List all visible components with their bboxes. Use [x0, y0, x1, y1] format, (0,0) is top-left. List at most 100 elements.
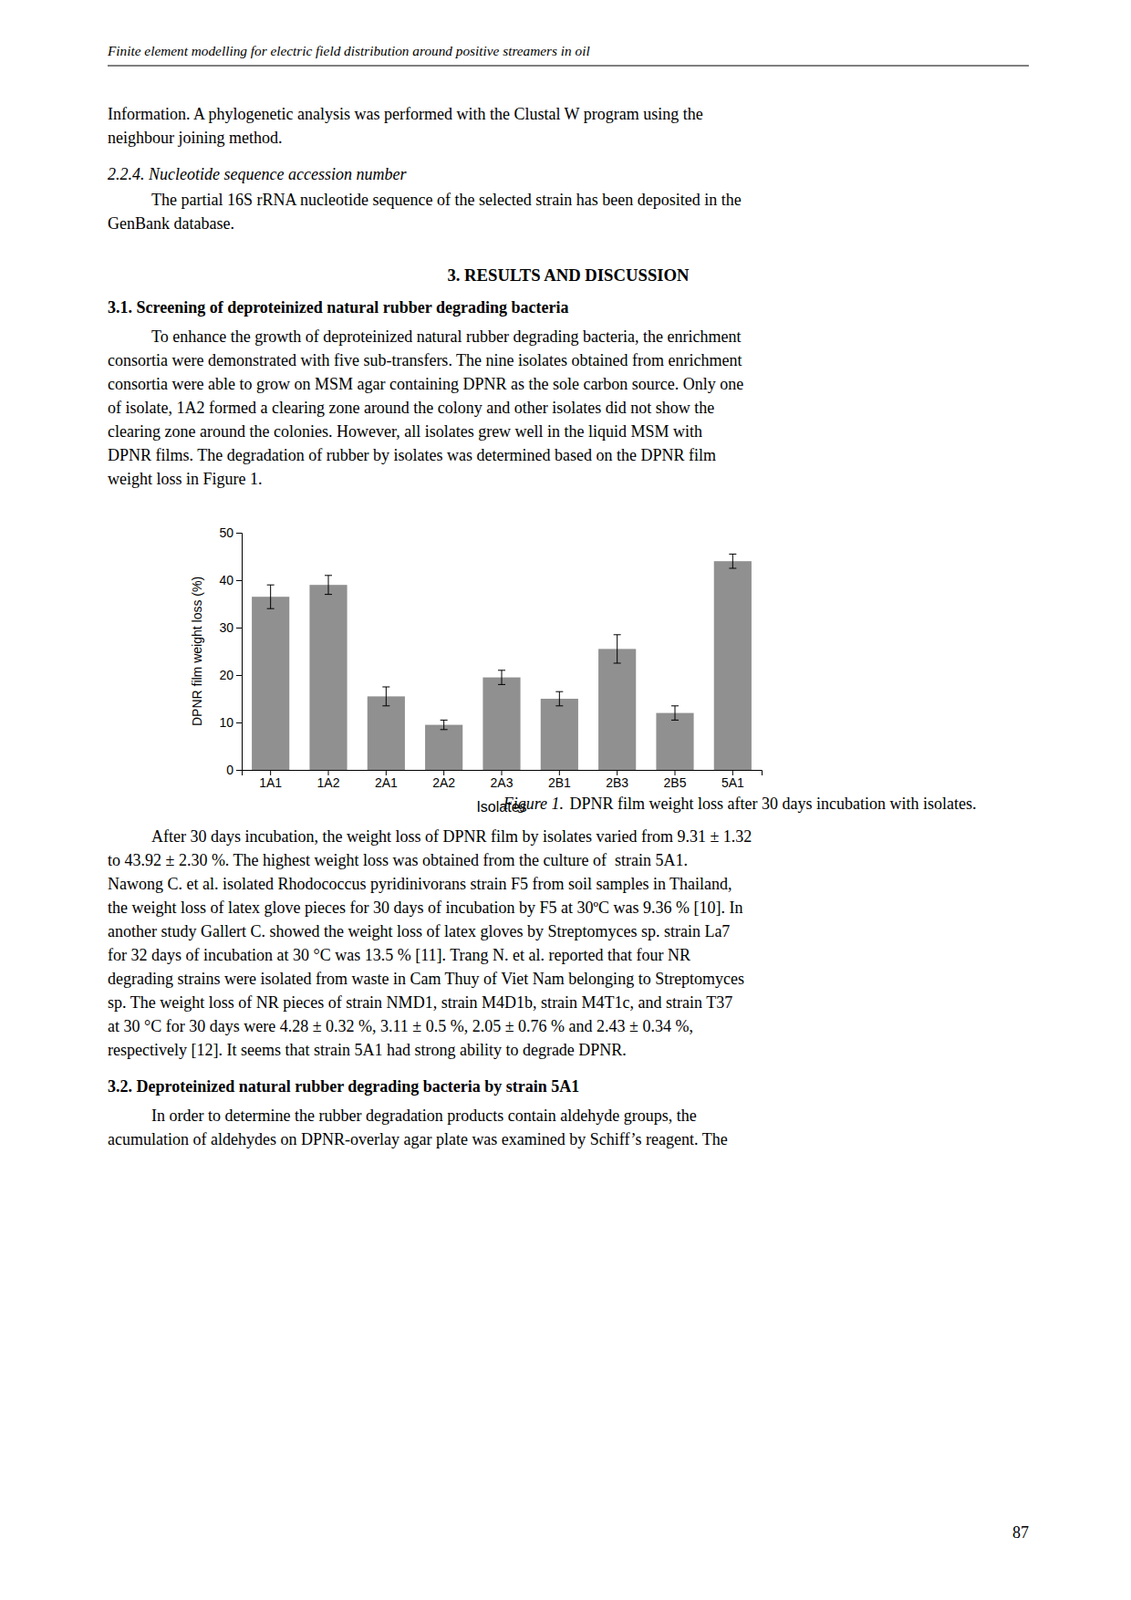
error-bar-cap	[555, 705, 563, 706]
section-heading: 3.2. Deproteinized natural rubber degrad…	[107, 1077, 580, 1096]
y-tick-mark	[236, 674, 242, 676]
error-bar	[555, 691, 563, 706]
paragraph-line: The partial 16S rRNA nucleotide sequence…	[151, 190, 742, 209]
x-tick: 2B3	[605, 769, 629, 790]
x-axis: 1A1 1A2 2A1 2A2 2A3 2B1 2B3 2B5 5A1	[242, 769, 763, 790]
y-tick-mark	[236, 532, 242, 534]
y-tick-label: 10	[218, 715, 234, 730]
x-tick-label: 2A1	[374, 775, 398, 790]
x-tick-label: 2B3	[605, 775, 629, 790]
error-bar-cap	[382, 686, 390, 688]
paragraph-line: sp. The weight loss of NR pieces of stra…	[107, 993, 733, 1012]
paragraph-line: for 32 days of incubation at 30 °C was 1…	[107, 945, 691, 965]
x-tick: 1A2	[317, 769, 341, 790]
header-rule	[107, 64, 1029, 66]
bar	[367, 695, 405, 770]
x-tick: 2B5	[664, 769, 687, 790]
paragraph-line: In order to determine the rubber degrada…	[151, 1106, 697, 1125]
y-tick: 0	[226, 762, 242, 778]
y-tick-label: 0	[226, 762, 234, 778]
page-number: 87	[1012, 1523, 1029, 1542]
section-heading: 2.2.4. Nucleotide sequence accession num…	[107, 165, 407, 184]
error-bar-cap	[440, 728, 448, 730]
x-tick-label: 2A3	[490, 775, 514, 790]
paragraph-line: To enhance the growth of deproteinized n…	[151, 327, 741, 346]
x-tick-label: 5A1	[721, 775, 745, 790]
y-axis-line	[236, 533, 243, 771]
error-bar-stem	[269, 584, 271, 609]
x-tick-label: 2A2	[432, 775, 456, 790]
error-bar	[613, 634, 622, 664]
bar	[251, 596, 290, 770]
paragraph-line: degrading strains were isolated from was…	[107, 969, 745, 988]
bar	[482, 677, 520, 770]
paragraph-line: clearing zone around the colonies. Howev…	[107, 422, 703, 441]
y-tick-mark	[236, 627, 242, 629]
paragraph-line: After 30 days incubation, the weight los…	[151, 827, 752, 846]
paragraph-line: neighbour joining method.	[107, 128, 282, 147]
paragraph-line: of isolate, 1A2 formed a clearing zone a…	[107, 398, 715, 417]
error-bar-cap	[728, 568, 737, 570]
bar	[540, 698, 579, 770]
error-bar-cap	[671, 719, 679, 721]
bar	[598, 648, 636, 770]
error-bar-cap	[267, 608, 275, 610]
plot-area	[251, 553, 752, 770]
error-bar-cap	[267, 584, 275, 586]
chart: 0 10 20 30 40 50 1A1 1A2 2A1 2A2 2A3 2B1 2B3 2B5 5A1 DP…	[189, 525, 763, 815]
paragraph-line: respectively [12]. It seems that strain …	[107, 1040, 627, 1059]
paragraph-line: to 43.92 ± 2.30 %. The highest weight lo…	[107, 850, 688, 870]
error-bar-stem	[674, 705, 676, 721]
x-tick: 2A1	[374, 769, 398, 790]
y-tick: 20	[218, 667, 242, 683]
error-bar	[324, 575, 333, 595]
y-tick-mark	[236, 769, 242, 771]
paragraph-line: weight loss in Figure 1.	[107, 469, 263, 488]
x-tick: 2A3	[490, 769, 514, 790]
error-bar-cap	[613, 633, 622, 635]
paragraph-line: acumulation of aldehydes on DPNR-overlay…	[107, 1130, 728, 1149]
x-tick: 5A1	[721, 769, 745, 790]
error-bar-stem	[616, 634, 618, 664]
figure-caption: DPNR film weight loss after 30 days incu…	[565, 794, 976, 813]
paragraph-line: GenBank database.	[107, 214, 235, 233]
y-tick-label: 40	[218, 572, 234, 588]
paragraph-line: DPNR films. The degradation of rubber by…	[107, 446, 716, 465]
y-axis-title: DPNR film weight loss (%)	[189, 576, 205, 727]
error-bar	[728, 553, 737, 569]
y-tick-mark	[236, 580, 242, 582]
paragraph-line: another study Gallert C. showed the weig…	[107, 922, 730, 941]
error-bar-stem	[443, 719, 445, 729]
bar	[425, 725, 463, 770]
error-bar-cap	[498, 669, 506, 671]
section-heading: 3.1. Screening of deproteinized natural …	[107, 298, 570, 317]
x-tick-label: 2B1	[548, 775, 571, 790]
page: Finite element modelling for electric fi…	[0, 0, 1131, 1600]
y-tick: 50	[218, 525, 242, 540]
x-tick-label: 2B5	[664, 775, 687, 790]
error-bar-cap	[613, 663, 622, 665]
error-bar-cap	[728, 553, 737, 555]
error-bar	[440, 719, 448, 729]
error-bar-stem	[385, 686, 387, 706]
error-bar	[498, 670, 506, 685]
y-tick-label: 20	[218, 667, 234, 683]
y-tick-label: 50	[218, 525, 234, 540]
error-bar-stem	[559, 691, 561, 706]
paragraph-line: consortia were able to grow on MSM agar …	[107, 374, 744, 394]
paragraph-line: Information. A phylogenetic analysis was…	[107, 104, 704, 124]
y-tick-mark	[236, 722, 242, 724]
y-axis: 0 10 20 30 40 50	[218, 525, 242, 778]
error-bar	[267, 584, 275, 609]
y-tick: 40	[218, 572, 242, 588]
y-tick-label: 30	[218, 620, 234, 635]
error-bar-cap	[382, 705, 390, 706]
x-tick-label: 1A1	[259, 775, 282, 790]
error-bar-cap	[498, 684, 506, 685]
error-bar-cap	[324, 574, 333, 576]
y-tick: 10	[218, 715, 242, 730]
x-tick-label: 1A2	[317, 775, 341, 790]
x-tick: 2A2	[432, 769, 456, 790]
error-bar-cap	[555, 691, 563, 693]
figure-caption: Figure 1.	[502, 794, 564, 813]
